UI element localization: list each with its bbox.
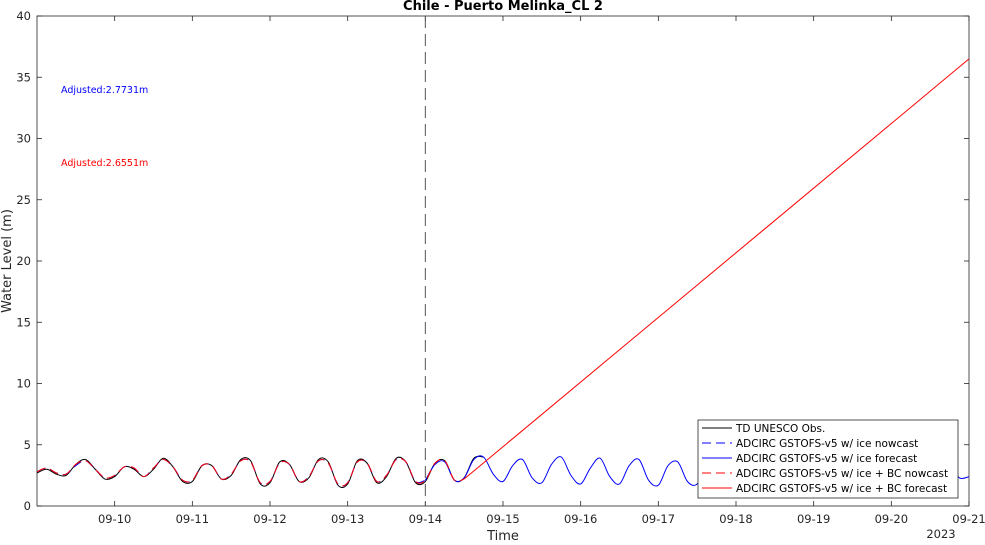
x-tick-label: 09-15 (486, 512, 519, 526)
y-tick-label: 35 (16, 70, 31, 84)
x-tick-label: 09-21 (952, 512, 985, 526)
legend-box (697, 419, 959, 499)
y-tick-label: 10 (16, 377, 31, 391)
legend-label: ADCIRC GSTOFS-v5 w/ ice nowcast (736, 438, 918, 450)
series-line-0 (37, 455, 484, 488)
x-tick-label: 09-20 (875, 512, 908, 526)
legend-entry: ADCIRC GSTOFS-v5 w/ ice + BC nowcast (702, 468, 948, 480)
legend-entry: TD UNESCO Obs. (702, 423, 825, 435)
legend: TD UNESCO Obs. ADCIRC GSTOFS-v5 w/ ice n… (697, 419, 959, 499)
x-tick-label: 09-11 (176, 512, 209, 526)
y-tick-label: 0 (24, 499, 31, 513)
legend-label: ADCIRC GSTOFS-v5 w/ ice forecast (736, 453, 917, 465)
y-tick-label: 25 (16, 193, 31, 207)
adjusted-blue-annotation: Adjusted:2.7731m (61, 85, 148, 96)
y-tick-label: 40 (16, 9, 31, 23)
x-axis-label: Time (486, 529, 519, 541)
legend-entry: ADCIRC GSTOFS-v5 w/ ice nowcast (702, 438, 918, 450)
x-tick-label: 09-18 (719, 512, 752, 526)
legend-entry: ADCIRC GSTOFS-v5 w/ ice forecast (702, 453, 917, 465)
legend-entry: ADCIRC GSTOFS-v5 w/ ice + BC forecast (702, 483, 947, 495)
series-line-4 (463, 58, 969, 480)
series-line-3 (37, 457, 465, 487)
year-label: 2023 (926, 527, 955, 541)
x-tick-label: 09-14 (409, 512, 442, 526)
y-tick-label: 20 (16, 254, 31, 268)
x-tick-label: 09-17 (642, 512, 675, 526)
series-layer (37, 58, 969, 488)
x-tick-label: 09-10 (98, 512, 131, 526)
y-tick-label: 30 (16, 132, 31, 146)
legend-label: ADCIRC GSTOFS-v5 w/ ice + BC forecast (736, 483, 947, 495)
x-tick-label: 09-12 (253, 512, 286, 526)
y-axis-label: Water Level (m) (0, 209, 15, 313)
chart-title: Chile - Puerto Melinka_CL 2 (403, 0, 603, 14)
x-axis: 09-10 09-11 09-12 09-13 09-14 09-15 09-16 09-17… (98, 16, 985, 526)
y-tick-label: 15 (16, 315, 31, 329)
legend-label: TD UNESCO Obs. (735, 423, 825, 435)
y-axis: 0 5 10 15 20 25 30 35 40 (16, 9, 969, 513)
x-tick-label: 09-13 (331, 512, 364, 526)
y-tick-label: 5 (24, 438, 31, 452)
x-tick-label: 09-19 (797, 512, 830, 526)
adjusted-red-annotation: Adjusted:2.6551m (61, 158, 148, 169)
legend-label: ADCIRC GSTOFS-v5 w/ ice + BC nowcast (736, 468, 948, 480)
x-tick-label: 09-16 (564, 512, 597, 526)
